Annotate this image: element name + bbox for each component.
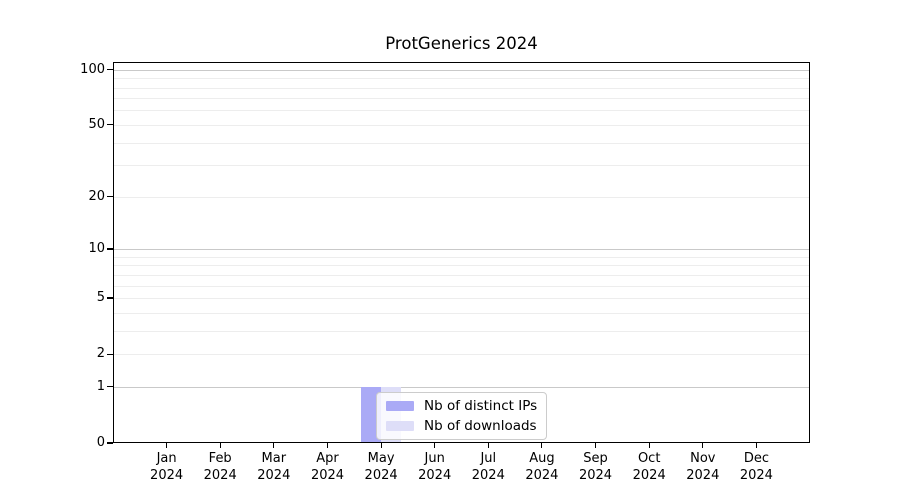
y-tick-label: 50: [88, 116, 105, 132]
x-tick-label: Oct 2024: [609, 451, 689, 484]
y-gridline-minor: [113, 124, 810, 126]
x-tick-year: 2024: [418, 467, 452, 483]
y-tick-label: 0: [96, 435, 105, 450]
y-tick: [107, 196, 113, 198]
y-tick-label: 10: [88, 241, 105, 256]
x-tick-year: 2024: [310, 467, 345, 483]
y-gridline-minor: [113, 78, 810, 80]
x-tick-label: Mar 2024: [234, 451, 314, 484]
x-tick-year: 2024: [203, 467, 237, 483]
x-tick-month: Jan: [156, 451, 177, 466]
x-tick-month: Aug: [529, 451, 555, 466]
legend: Nb of distinct IPs Nb of downloads: [376, 392, 548, 440]
x-tick-label: Dec 2024: [716, 451, 796, 484]
y-tick-label: 1: [96, 378, 105, 394]
x-tick-month: Mar: [261, 451, 287, 466]
x-tick-month: Jun: [424, 451, 445, 466]
x-tick-month: Apr: [316, 451, 339, 466]
x-tick-label: Apr 2024: [288, 451, 368, 484]
y-gridline-major: [113, 69, 810, 71]
x-tick-month: Nov: [690, 451, 716, 466]
y-tick: [107, 386, 113, 388]
y-gridline-minor: [113, 196, 810, 198]
x-tick: [594, 443, 597, 448]
y-gridline-minor: [113, 330, 810, 332]
x-tick-year: 2024: [257, 467, 291, 483]
x-tick: [326, 443, 329, 448]
x-tick-month: Sep: [583, 451, 608, 466]
y-tick: [107, 442, 113, 444]
x-tick-month: Dec: [743, 451, 769, 466]
x-tick-year: 2024: [632, 467, 666, 483]
y-gridline-minor: [113, 312, 810, 314]
x-tick-year: 2024: [150, 467, 184, 483]
x-tick-label: Sep 2024: [556, 451, 636, 484]
x-tick: [541, 443, 543, 448]
x-tick: [434, 443, 436, 448]
y-gridline-minor: [113, 142, 810, 144]
legend-item-distinct-ips: Nb of distinct IPs: [386, 398, 537, 414]
legend-label-distinct-ips: Nb of distinct IPs: [424, 398, 538, 414]
x-tick-month: Feb: [208, 451, 232, 466]
x-tick-month: Jul: [480, 451, 497, 466]
y-tick-label: 5: [96, 290, 105, 305]
y-gridline-minor: [113, 165, 810, 167]
legend-label-downloads: Nb of downloads: [424, 418, 537, 434]
legend-swatch-downloads: [386, 421, 414, 431]
y-gridline-minor: [113, 110, 810, 112]
x-tick: [166, 443, 168, 448]
plot-area: [113, 62, 810, 443]
x-tick-year: 2024: [525, 467, 559, 483]
y-gridline-minor: [113, 298, 810, 299]
x-tick-label: Jan 2024: [127, 451, 207, 484]
x-tick-label: Aug 2024: [502, 451, 582, 484]
x-tick-month: Oct: [637, 451, 661, 466]
x-tick: [702, 443, 704, 448]
y-tick: [107, 69, 113, 71]
y-gridline-minor: [113, 87, 810, 89]
y-tick: [107, 297, 113, 299]
y-tick-label: 100: [80, 61, 105, 77]
x-tick-year: 2024: [364, 467, 398, 483]
x-tick: [487, 443, 489, 448]
x-tick-year: 2024: [739, 467, 773, 483]
bar-distinct-ips: [360, 386, 382, 443]
x-tick-year: 2024: [471, 467, 505, 483]
legend-swatch-distinct-ips: [386, 401, 414, 411]
legend-item-downloads: Nb of downloads: [386, 418, 537, 434]
x-tick: [648, 443, 650, 448]
y-tick: [107, 124, 113, 126]
x-tick-year: 2024: [686, 467, 720, 483]
x-tick-label: May 2024: [341, 451, 421, 484]
y-gridline-major: [113, 386, 810, 388]
y-gridline-minor: [113, 285, 810, 287]
y-tick: [107, 248, 113, 250]
y-gridline-minor: [113, 354, 810, 356]
y-gridline-minor: [113, 265, 810, 267]
y-gridline-minor: [113, 274, 810, 276]
y-gridline-major: [113, 249, 810, 250]
y-tick-label: 2: [96, 346, 105, 362]
x-tick-label: Feb 2024: [180, 451, 260, 484]
x-tick-label: Jul 2024: [448, 451, 528, 484]
x-tick: [273, 443, 275, 448]
y-tick-label: 20: [88, 188, 105, 204]
x-tick: [380, 443, 382, 448]
y-tick: [107, 353, 113, 355]
x-tick-label: Jun 2024: [395, 451, 475, 484]
x-tick: [219, 443, 221, 448]
y-gridline-minor: [113, 256, 810, 258]
y-gridline-minor: [113, 98, 810, 100]
x-tick: [755, 443, 757, 448]
chart-title: ProtGenerics 2024: [385, 34, 538, 53]
x-tick-label: Nov 2024: [663, 451, 743, 484]
x-tick-month: May: [367, 451, 395, 466]
x-tick-year: 2024: [578, 467, 613, 483]
